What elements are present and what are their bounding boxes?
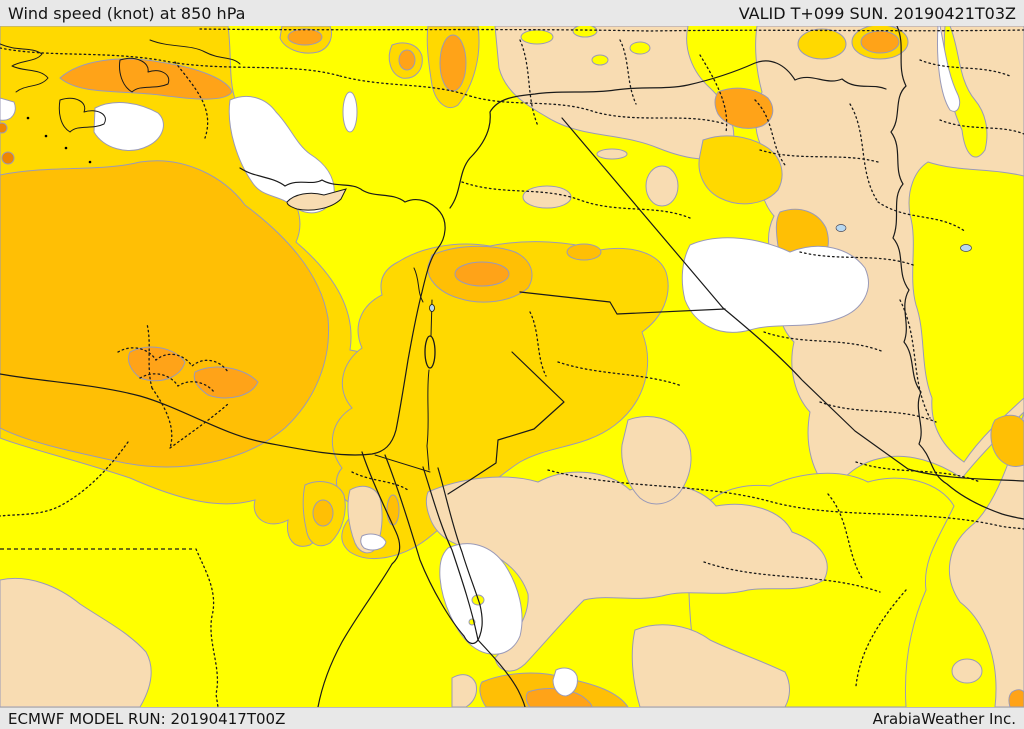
wind-speed-fill-contours <box>0 26 1024 707</box>
admin-boundaries-dotted <box>0 28 1024 707</box>
coastlines <box>0 39 526 707</box>
footer-bar: ECMWF MODEL RUN: 20190417T00Z ArabiaWeat… <box>0 707 1024 729</box>
weather-map <box>0 26 1024 707</box>
valid-time-label: VALID T+099 SUN. 20190421T03Z <box>738 3 1016 23</box>
map-title: Wind speed (knot) at 850 hPa <box>8 3 246 23</box>
dead-sea <box>424 335 436 369</box>
model-run-label: ECMWF MODEL RUN: 20190417T00Z <box>8 709 286 728</box>
header-bar: Wind speed (knot) at 850 hPa VALID T+099… <box>0 0 1024 26</box>
weather-map-canvas <box>0 26 1024 707</box>
lakes <box>429 224 972 312</box>
brand-label: ArabiaWeather Inc. <box>872 709 1016 728</box>
sea-of-galilee <box>429 304 435 312</box>
